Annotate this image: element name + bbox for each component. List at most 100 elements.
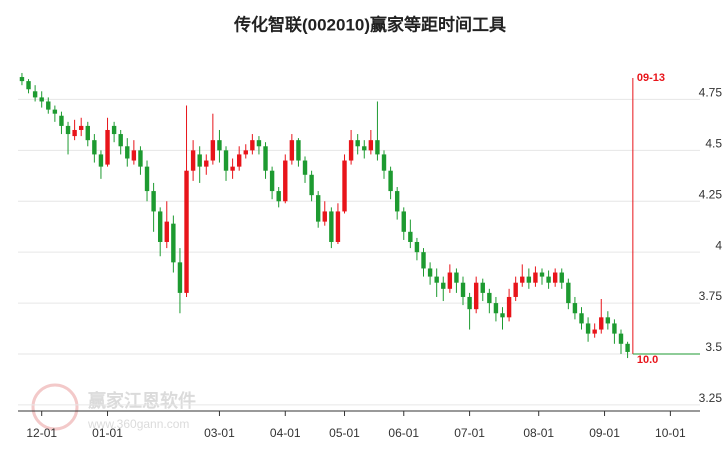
candle-body xyxy=(177,262,183,293)
candle-body xyxy=(138,150,143,167)
candle-body xyxy=(572,303,578,314)
watermark: 赢家江恩软件 www.360gann.com xyxy=(31,383,196,431)
candle-body xyxy=(72,129,77,137)
candle-body xyxy=(487,292,492,304)
candle-body xyxy=(355,140,360,147)
candle-body xyxy=(618,333,624,344)
x-tick-label: 01-01 xyxy=(92,426,123,440)
candle-body xyxy=(434,276,439,283)
candle-body xyxy=(210,140,216,161)
candle-body xyxy=(533,272,538,283)
candle-body xyxy=(230,166,235,171)
candle-body xyxy=(65,125,71,135)
candle-body xyxy=(592,329,597,334)
candle-body xyxy=(342,160,347,212)
y-tick-label: 4.75 xyxy=(699,86,723,100)
candle-body xyxy=(599,317,604,330)
candle-body xyxy=(105,129,110,165)
x-tick-label: 06-01 xyxy=(388,426,419,440)
watermark-brand: 赢家江恩软件 xyxy=(88,390,196,411)
y-tick-label: 3.75 xyxy=(699,289,723,303)
x-tick-label: 09-01 xyxy=(589,426,620,440)
candle-body xyxy=(276,191,281,202)
x-tick-label: 03-01 xyxy=(204,426,235,440)
y-tick-label: 4.25 xyxy=(699,187,723,201)
watermark-url: www.360gann.com xyxy=(87,417,189,431)
candle-body xyxy=(552,272,558,283)
candle-body xyxy=(78,125,84,130)
candle-body xyxy=(427,268,433,277)
candle-body xyxy=(559,272,564,283)
candle-body xyxy=(125,146,130,159)
candle-body xyxy=(46,101,51,110)
candle-body xyxy=(506,296,512,318)
candle-body xyxy=(59,115,64,126)
x-tick-label: 08-01 xyxy=(523,426,554,440)
candle-body xyxy=(467,296,472,310)
candle-body xyxy=(283,160,288,202)
candle-body xyxy=(362,146,367,151)
candle-body xyxy=(566,282,571,304)
x-tick-label: 04-01 xyxy=(270,426,301,440)
y-tick-label: 4.5 xyxy=(705,137,722,151)
candle-body xyxy=(394,191,400,212)
date-marker-label: 09-13 xyxy=(637,72,665,84)
candle-body xyxy=(190,150,196,171)
candle-body xyxy=(473,282,479,310)
candle-body xyxy=(605,317,611,324)
y-tick-label: 3.5 xyxy=(705,340,722,354)
x-tick-label: 12-01 xyxy=(26,426,57,440)
candle-body xyxy=(131,150,137,161)
x-tick-label: 05-01 xyxy=(329,426,360,440)
candle-body xyxy=(223,150,229,171)
candle-body xyxy=(256,140,262,147)
candle-body xyxy=(236,154,242,167)
candle-body xyxy=(388,170,393,192)
candle-body xyxy=(401,211,406,232)
candle-body xyxy=(302,160,308,175)
candle-body xyxy=(520,276,525,283)
candle-body xyxy=(500,313,505,318)
candle-body xyxy=(539,272,545,277)
watermark-logo xyxy=(31,383,79,431)
candle-body xyxy=(322,211,327,222)
candle-body xyxy=(447,272,453,289)
candle-body xyxy=(480,282,485,293)
candle-body xyxy=(421,252,426,269)
candle-body xyxy=(329,211,334,242)
candle-body xyxy=(585,323,591,334)
candle-body xyxy=(263,146,268,171)
candle-body xyxy=(454,272,459,283)
candle-body xyxy=(19,77,25,82)
candle-body xyxy=(217,140,222,151)
candle-body xyxy=(171,223,176,263)
candle-body xyxy=(513,282,518,297)
candle-body xyxy=(309,174,314,196)
candle-body xyxy=(197,154,202,167)
candle-body xyxy=(243,150,248,155)
candle-body xyxy=(296,140,301,161)
x-tick-label: 07-01 xyxy=(454,426,485,440)
candle-body xyxy=(118,134,123,147)
candle-body xyxy=(414,241,420,253)
level-marker-label: 10.0 xyxy=(637,354,658,366)
candle-body xyxy=(526,276,532,283)
candle-body xyxy=(157,211,163,242)
candle-body xyxy=(98,154,104,167)
candle-body xyxy=(460,282,466,297)
candle-body xyxy=(52,109,58,114)
candle-body xyxy=(289,140,295,161)
candle-body xyxy=(441,282,446,289)
candle-body xyxy=(250,140,255,151)
candle-body xyxy=(546,276,551,283)
candle-body xyxy=(269,170,275,192)
candle-body xyxy=(315,195,321,222)
candle-body xyxy=(26,81,31,90)
candle-body xyxy=(335,211,341,242)
candle-body xyxy=(493,303,499,314)
candle-body xyxy=(164,221,169,242)
candle-body xyxy=(368,140,374,151)
candle-body xyxy=(348,140,354,161)
y-tick-label: 3.25 xyxy=(699,391,723,405)
